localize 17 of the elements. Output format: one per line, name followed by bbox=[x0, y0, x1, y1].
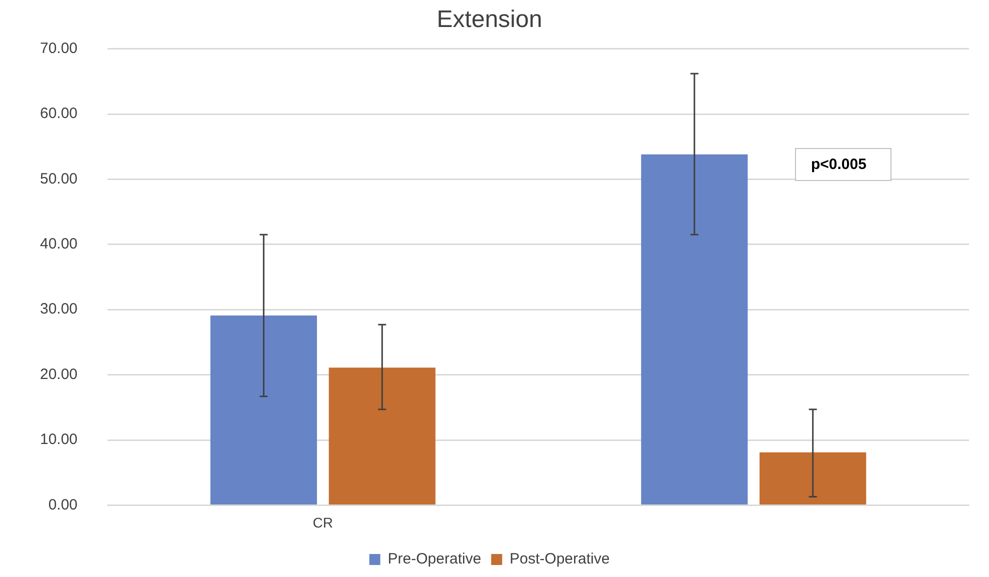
y-tick-label: 50.00 bbox=[40, 170, 78, 188]
bar bbox=[760, 452, 866, 504]
legend-label: Pre-Operative bbox=[388, 550, 482, 568]
annotation: p<0.005 bbox=[811, 156, 866, 174]
x-tick-label: CR bbox=[312, 514, 334, 530]
chart-title: Extension bbox=[436, 6, 542, 34]
y-tick-label: 30.00 bbox=[40, 300, 78, 318]
bar bbox=[210, 315, 317, 504]
bar bbox=[328, 368, 436, 504]
y-tick-label: 40.00 bbox=[40, 236, 78, 253]
y-tick-label: 70.00 bbox=[40, 40, 78, 57]
legend-label: Post-Operative bbox=[510, 550, 610, 568]
y-tick-label: 10.00 bbox=[40, 431, 78, 448]
y-tick-label: 20.00 bbox=[40, 366, 78, 383]
y-tick-label: 60.00 bbox=[40, 105, 78, 122]
y-tick-label: 0.00 bbox=[48, 496, 78, 514]
bar bbox=[641, 154, 748, 504]
